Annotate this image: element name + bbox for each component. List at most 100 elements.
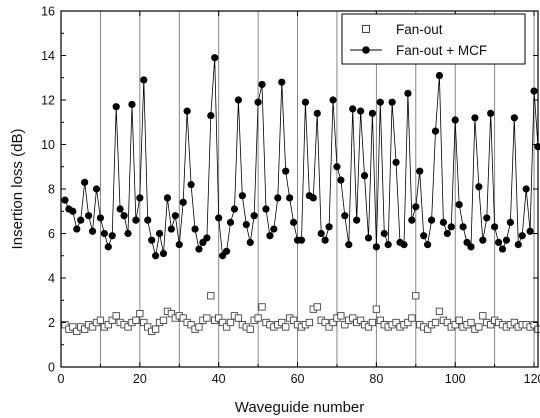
- data-point-circle: [242, 221, 250, 229]
- legend-label: Fan-out: [396, 22, 443, 37]
- data-point-square: [282, 323, 290, 331]
- data-point-circle: [337, 176, 345, 184]
- data-point-circle: [226, 218, 235, 226]
- data-point-circle: [447, 223, 455, 231]
- data-point-circle: [372, 243, 380, 251]
- y-tick-label: 8: [48, 183, 55, 197]
- data-point-circle: [325, 223, 333, 231]
- data-point-square: [435, 307, 444, 316]
- data-point-circle: [424, 241, 432, 249]
- data-point-square: [218, 318, 227, 327]
- x-tick-label: 60: [291, 372, 305, 386]
- data-point-square: [124, 323, 132, 331]
- data-point-circle: [136, 194, 144, 202]
- data-point-circle: [88, 227, 97, 235]
- data-point-square: [88, 323, 97, 331]
- data-point-square: [151, 325, 160, 333]
- data-point-circle: [120, 212, 128, 220]
- data-point-square: [144, 323, 152, 331]
- x-tick-label: 100: [445, 372, 466, 386]
- data-point-circle: [321, 236, 329, 244]
- legend-entries: Fan-out Fan-out + MCF: [350, 22, 487, 58]
- data-point-square: [234, 314, 243, 322]
- data-point-square: [278, 318, 286, 327]
- data-point-circle: [128, 100, 136, 109]
- data-point-square: [132, 316, 140, 324]
- data-point-circle: [274, 194, 282, 202]
- data-point-square: [329, 318, 337, 327]
- data-point-square: [372, 305, 381, 313]
- data-point-circle: [191, 225, 199, 233]
- data-point-square: [203, 314, 211, 322]
- series-fan-out: [61, 292, 540, 336]
- data-point-circle: [349, 105, 357, 113]
- data-point-square: [112, 312, 120, 320]
- data-point-circle: [431, 127, 440, 135]
- data-point-circle: [203, 234, 211, 242]
- legend: Fan-out Fan-out + MCF: [341, 13, 526, 65]
- data-point-square: [321, 318, 329, 327]
- series-fan-out-mcf: [61, 54, 540, 260]
- data-point-circle: [360, 172, 369, 180]
- data-point-square: [254, 314, 262, 322]
- data-point-circle: [159, 249, 168, 258]
- data-point-square: [475, 323, 483, 331]
- data-point-circle: [357, 107, 365, 115]
- data-point-circle: [510, 114, 518, 122]
- data-point-circle: [412, 203, 420, 211]
- data-point-square: [313, 303, 321, 311]
- data-point-square: [510, 318, 518, 327]
- data-point-circle: [211, 54, 219, 62]
- data-point-circle: [124, 229, 132, 238]
- data-point-circle: [475, 183, 483, 191]
- data-point-circle: [368, 109, 377, 117]
- data-point-circle: [353, 216, 361, 224]
- data-point-circle: [317, 229, 325, 238]
- data-point-square: [222, 323, 231, 331]
- x-tick-label: 40: [212, 372, 226, 386]
- data-point-circle: [483, 214, 491, 222]
- data-point-circle: [266, 232, 274, 240]
- data-point-square: [431, 318, 440, 327]
- data-point-circle: [167, 225, 175, 233]
- data-point-square: [226, 318, 235, 327]
- legend-marker-circle: [362, 46, 370, 54]
- data-point-square: [451, 321, 459, 329]
- data-point-square: [392, 318, 400, 327]
- data-point-square: [136, 309, 144, 318]
- data-point-square: [179, 314, 187, 322]
- data-point-circle: [222, 247, 231, 255]
- data-point-circle: [487, 109, 495, 117]
- data-point-circle: [392, 158, 400, 166]
- x-tick-label: 80: [369, 372, 383, 386]
- data-series: [61, 54, 540, 336]
- data-point-circle: [443, 229, 451, 238]
- data-point-square: [81, 325, 89, 333]
- data-point-circle: [514, 241, 522, 249]
- y-tick-label: 6: [48, 227, 55, 241]
- y-tick-label: 10: [41, 138, 55, 152]
- data-point-circle: [108, 232, 116, 240]
- data-point-square: [195, 323, 203, 331]
- data-point-circle: [234, 96, 242, 104]
- data-point-square: [108, 316, 116, 324]
- data-point-square: [207, 292, 215, 300]
- data-point-circle: [384, 241, 392, 249]
- data-point-circle: [471, 114, 479, 122]
- data-point-circle: [329, 96, 337, 104]
- data-point-circle: [345, 241, 353, 249]
- x-axis-title: Waveguide number: [235, 399, 365, 416]
- data-point-circle: [451, 116, 459, 124]
- data-point-circle: [230, 205, 239, 213]
- y-axis-title: Insertion loss (dB): [9, 129, 26, 250]
- data-point-square: [305, 318, 314, 327]
- data-point-circle: [155, 229, 164, 238]
- data-point-square: [140, 318, 148, 327]
- legend-entry: Fan-out: [362, 22, 443, 37]
- data-point-circle: [467, 243, 475, 251]
- data-point-circle: [494, 238, 503, 246]
- legend-marker-square: [362, 25, 370, 33]
- data-point-circle: [313, 109, 321, 117]
